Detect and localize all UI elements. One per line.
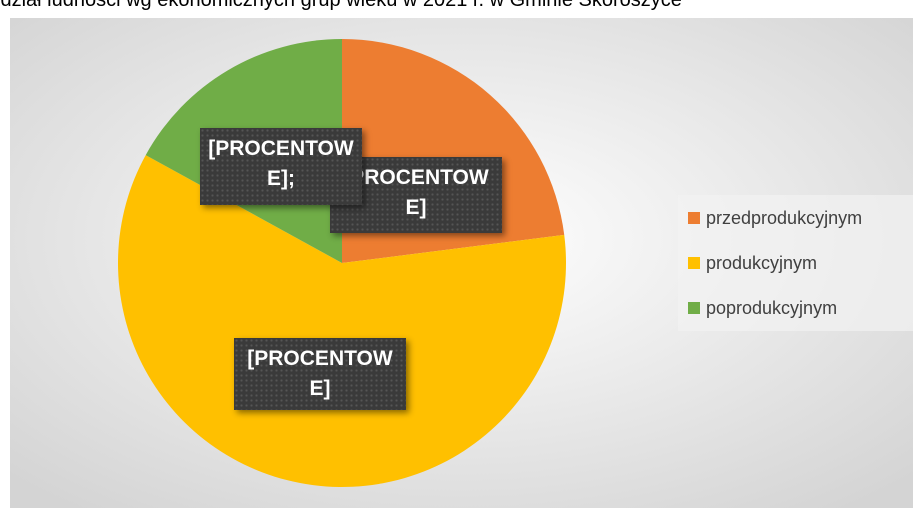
- legend-box: [678, 195, 913, 331]
- legend-label: produkcyjnym: [706, 253, 817, 273]
- legend-label: przedprodukcyjnym: [706, 208, 862, 228]
- legend-swatch: [688, 212, 700, 224]
- data-label: [PROCENTOWE]: [234, 338, 406, 410]
- legend-swatch: [688, 302, 700, 314]
- legend-swatch: [688, 257, 700, 269]
- data-label: [PROCENTOWE];: [200, 128, 362, 205]
- pie-slice: [118, 155, 566, 487]
- legend-label: poprodukcyjnym: [706, 298, 837, 318]
- chart-title: Podział ludności wg ekonomicznych grup w…: [0, 0, 682, 11]
